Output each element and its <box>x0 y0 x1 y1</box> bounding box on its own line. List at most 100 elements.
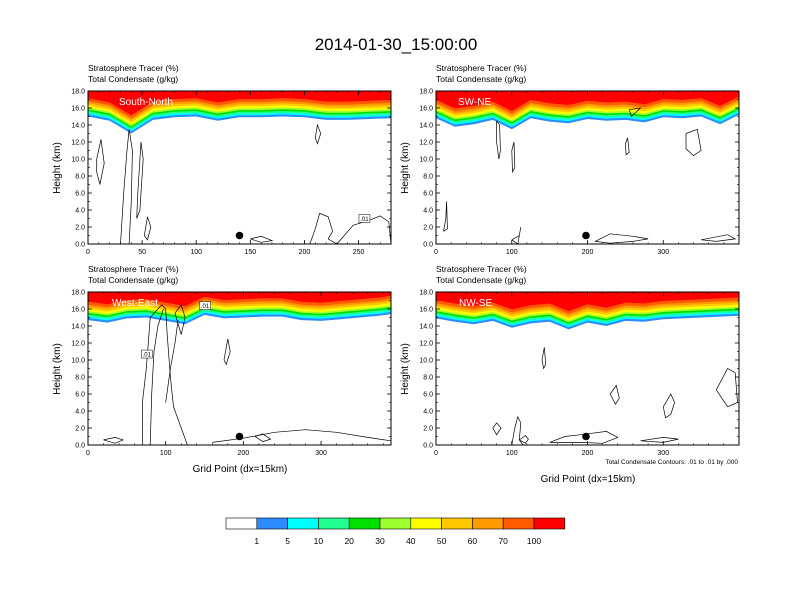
y-tick-label: 2.0 <box>423 225 433 232</box>
x-tick-label: 300 <box>315 450 327 457</box>
y-tick-label: 12.0 <box>419 341 433 348</box>
condensate-contour <box>609 384 620 405</box>
condensate-contour <box>120 129 133 245</box>
contour-label-box <box>358 214 371 223</box>
tracer-band <box>88 292 391 306</box>
plot-area: .01 .01 0.0 2.0 4.0 6.0 8.0 10.0 12.0 14.0 16.0 18.… <box>71 290 392 457</box>
contour-label: .01 <box>360 217 369 223</box>
condensate-contour <box>625 137 630 156</box>
condensate-contour <box>511 141 516 174</box>
plot-area: 0.0 2.0 4.0 6.0 8.0 10.0 12.0 14.0 16.0 18.0 0 100 2… <box>419 290 740 457</box>
condensate-contour <box>541 347 547 370</box>
condensate-contour <box>254 433 272 442</box>
colorbar-swatch <box>502 517 535 530</box>
condensate-contour <box>511 415 524 446</box>
x-tick-label: 0 <box>86 249 90 256</box>
condensate-label: Total Condensate (g/kg) <box>88 74 178 84</box>
y-tick-label: 18.0 <box>71 290 85 297</box>
colorbar-swatch <box>348 517 381 530</box>
tracer-band <box>436 91 739 111</box>
colorbar-label: 40 <box>406 536 416 546</box>
condensate-contour <box>496 120 501 160</box>
tracer-band <box>88 91 391 116</box>
condensate-contour <box>96 139 105 185</box>
y-tick-label: 8.0 <box>423 174 433 181</box>
condensate-contour <box>640 437 679 443</box>
y-tick-label: 18.0 <box>419 89 433 96</box>
colorbar-swatch <box>256 517 288 530</box>
y-tick-label: 14.0 <box>419 123 433 130</box>
tracer-label: Stratosphere Tracer (%) <box>436 63 527 73</box>
y-tick-label: 14.0 <box>71 324 85 331</box>
y-tick-label: 2.0 <box>75 426 85 433</box>
y-tick-label: 16.0 <box>419 106 433 113</box>
y-tick-label: 2.0 <box>75 225 85 232</box>
y-tick-label: 4.0 <box>75 409 85 416</box>
condensate-contour <box>149 308 164 446</box>
y-tick-label: 0.0 <box>75 242 85 249</box>
condensate-contour <box>594 233 649 244</box>
colorbar-label: 10 <box>314 536 324 546</box>
panel-west-east: Stratosphere Tracer (%) Total Condensate… <box>52 264 392 475</box>
figure-title: 2014-01-30_15:00:00 <box>315 35 478 54</box>
tracer-band <box>436 292 739 312</box>
colorbar-swatch <box>533 517 566 530</box>
y-tick-label: 16.0 <box>71 106 85 113</box>
colorbar-label: 20 <box>344 536 354 546</box>
tracer-label: Stratosphere Tracer (%) <box>88 264 179 274</box>
y-tick-label: 10.0 <box>71 157 85 164</box>
y-tick-label: 6.0 <box>75 392 85 399</box>
x-tick-label: 0 <box>86 450 90 457</box>
x-tick-label: 300 <box>657 249 669 256</box>
condensate-label: Total Condensate (g/kg) <box>88 275 178 285</box>
y-tick-label: 16.0 <box>71 307 85 314</box>
y-axis-label: Height (km) <box>400 343 411 395</box>
colorbar-label: 60 <box>468 536 478 546</box>
y-axis-label: Height (km) <box>52 142 63 194</box>
condensate-label: Total Condensate (g/kg) <box>436 74 526 84</box>
condensate-contour <box>309 212 392 245</box>
condensate-contour <box>549 431 619 444</box>
condensate-label: Total Condensate (g/kg) <box>436 275 526 285</box>
y-tick-label: 12.0 <box>419 140 433 147</box>
x-tick-label: 200 <box>582 249 594 256</box>
x-tick-label: 100 <box>190 249 202 256</box>
condensate-contour <box>212 429 392 443</box>
section-label: South-North <box>119 97 173 108</box>
condensate-contour <box>701 234 737 242</box>
colorbar-swatch <box>318 517 350 530</box>
location-marker <box>235 231 244 240</box>
y-tick-label: 8.0 <box>75 375 85 382</box>
condensate-contour <box>174 304 186 335</box>
contour-label: .01 <box>201 304 210 310</box>
y-tick-label: 10.0 <box>419 358 433 365</box>
colorbar-label: 70 <box>498 536 508 546</box>
y-tick-label: 6.0 <box>423 191 433 198</box>
colorbar-swatch <box>472 517 504 530</box>
tracer-label: Stratosphere Tracer (%) <box>436 264 527 274</box>
y-axis-label: Height (km) <box>52 343 63 395</box>
y-tick-label: 10.0 <box>71 358 85 365</box>
y-tick-label: 4.0 <box>423 409 433 416</box>
colorbar-swatch <box>441 517 473 530</box>
y-tick-label: 12.0 <box>71 341 85 348</box>
y-tick-label: 14.0 <box>419 324 433 331</box>
x-tick-label: 100 <box>506 249 518 256</box>
colorbar-label: 5 <box>285 536 290 546</box>
x-tick-label: 100 <box>160 450 172 457</box>
x-tick-label: 50 <box>138 249 146 256</box>
y-axis-label: Height (km) <box>400 142 411 194</box>
colorbar-swatch <box>225 517 258 530</box>
location-marker <box>582 432 590 441</box>
panel-south-north: Stratosphere Tracer (%) Total Condensate… <box>52 63 392 256</box>
x-axis-label: Grid Point (dx=15km) <box>193 464 288 475</box>
x-tick-label: 0 <box>434 249 438 256</box>
condensate-contour <box>662 393 675 419</box>
contour-label: .01 <box>143 353 152 359</box>
y-tick-label: 10.0 <box>419 157 433 164</box>
panel-sw-ne: Stratosphere Tracer (%) Total Condensate… <box>400 63 740 256</box>
condensate-contour <box>628 107 642 118</box>
condensate-contour <box>143 216 152 241</box>
condensate-contour <box>314 123 322 145</box>
condensate-contour <box>685 128 702 157</box>
